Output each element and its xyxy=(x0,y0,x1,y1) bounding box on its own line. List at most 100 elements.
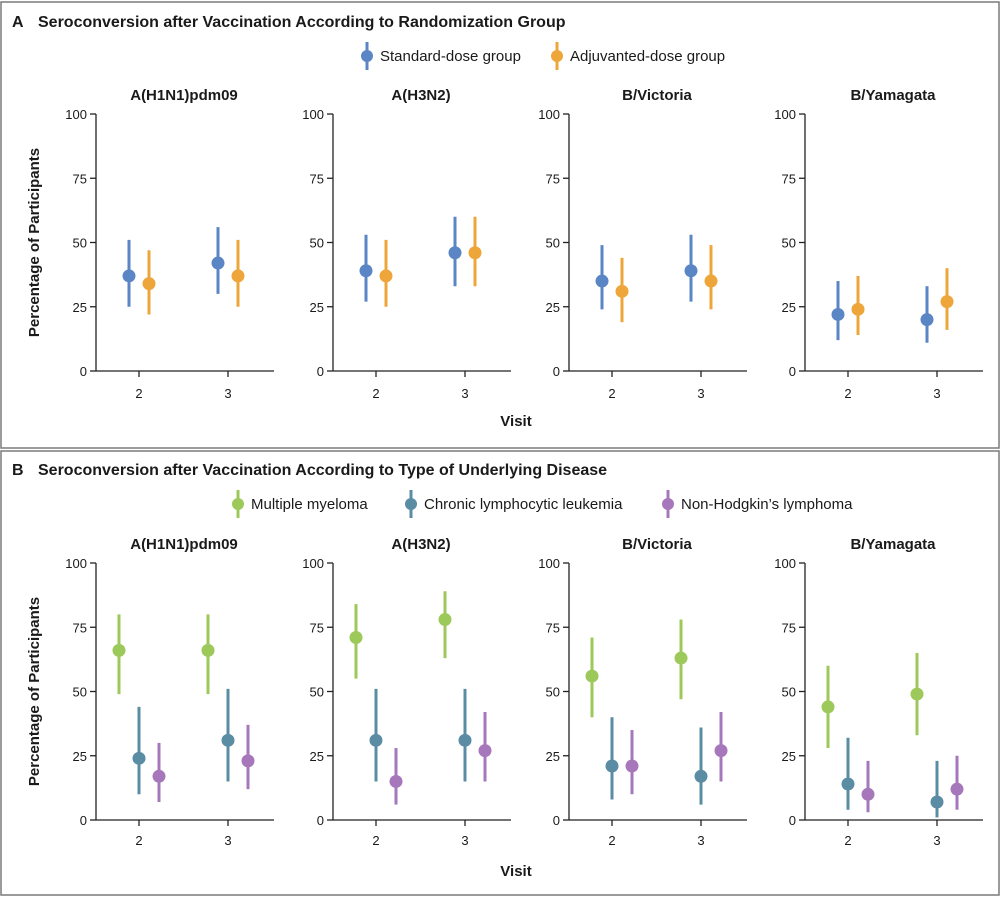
y-tick-label: 25 xyxy=(782,300,796,315)
panel-a-h1n1-pdm09: A(H1N1)pdm09 0 25 50 75 100 2 3 xyxy=(65,87,274,401)
y-tick-label: 25 xyxy=(310,749,324,764)
y-tick-label: 25 xyxy=(73,749,87,764)
figure-title: Seroconversion after Vaccination Accordi… xyxy=(38,14,566,31)
y-tick-label: 25 xyxy=(546,300,560,315)
y-tick-label: 0 xyxy=(80,364,87,379)
section-label: B xyxy=(12,462,24,479)
y-tick-label: 100 xyxy=(538,107,560,122)
data-point-cll xyxy=(605,759,619,773)
data-point-myeloma xyxy=(674,651,688,665)
y-tick-label: 100 xyxy=(538,556,560,571)
x-tick-label: 3 xyxy=(697,386,704,401)
legend-label: Standard-dose group xyxy=(380,48,521,65)
data-point-myeloma xyxy=(349,631,363,645)
data-point-standard xyxy=(920,313,934,327)
data-point-standard xyxy=(684,264,698,278)
panel-title: A(H1N1)pdm09 xyxy=(130,87,238,104)
y-tick-label: 100 xyxy=(302,107,324,122)
data-point-adjuvanted xyxy=(231,269,245,283)
data-point-myeloma xyxy=(910,687,924,701)
data-point-myeloma xyxy=(201,643,215,657)
x-tick-label: 2 xyxy=(135,833,142,848)
legend-item-nhl: Non-Hodgkin’s lymphoma xyxy=(662,490,853,518)
data-point-adjuvanted xyxy=(704,274,718,288)
y-tick-label: 75 xyxy=(546,171,560,186)
figure-frame xyxy=(0,450,1000,896)
data-point-cll xyxy=(930,795,944,809)
y-tick-label: 25 xyxy=(310,300,324,315)
legend-item-cll: Chronic lymphocytic leukemia xyxy=(405,490,623,518)
data-point-cll xyxy=(694,769,708,783)
data-point-nhl xyxy=(241,754,255,768)
data-point-myeloma xyxy=(585,669,599,683)
x-tick-label: 3 xyxy=(933,833,940,848)
y-tick-label: 0 xyxy=(317,364,324,379)
legend-marker-dot xyxy=(361,50,373,62)
data-point-nhl xyxy=(625,759,639,773)
data-point-myeloma xyxy=(438,613,452,627)
figure-a: A Seroconversion after Vaccination Accord… xyxy=(0,1,1000,449)
y-tick-label: 50 xyxy=(782,236,796,251)
panel-title: A(H1N1)pdm09 xyxy=(130,536,238,553)
panel-b-yamagata: B/Yamagata 0 25 50 75 100 2 3 xyxy=(774,87,983,401)
x-tick-label: 2 xyxy=(372,833,379,848)
data-point-nhl xyxy=(861,787,875,801)
y-tick-label: 75 xyxy=(546,620,560,635)
y-tick-label: 0 xyxy=(553,364,560,379)
panel-b-yamagata: B/Yamagata 0 25 50 75 100 2 3 xyxy=(774,536,983,848)
x-tick-label: 3 xyxy=(224,386,231,401)
y-tick-label: 100 xyxy=(65,107,87,122)
y-tick-label: 50 xyxy=(546,236,560,251)
x-tick-label: 2 xyxy=(844,386,851,401)
legend-label: Adjuvanted-dose group xyxy=(570,48,725,65)
data-point-standard xyxy=(359,264,373,278)
y-tick-label: 75 xyxy=(73,171,87,186)
legend-label: Chronic lymphocytic leukemia xyxy=(424,496,623,513)
y-tick-label: 0 xyxy=(80,813,87,828)
legend-marker-dot xyxy=(662,498,674,510)
x-tick-label: 2 xyxy=(135,386,142,401)
data-point-standard xyxy=(595,274,609,288)
data-point-cll xyxy=(841,777,855,791)
y-axis-label: Percentage of Participants xyxy=(26,597,43,786)
x-tick-label: 2 xyxy=(372,386,379,401)
panel-b-victoria: B/Victoria 0 25 50 75 100 2 3 xyxy=(538,536,747,848)
y-tick-label: 75 xyxy=(310,620,324,635)
panel-title: B/Yamagata xyxy=(850,536,936,553)
data-point-nhl xyxy=(714,744,728,758)
data-point-nhl xyxy=(950,782,964,796)
y-tick-label: 75 xyxy=(782,171,796,186)
y-tick-label: 75 xyxy=(310,171,324,186)
data-point-standard xyxy=(448,246,462,260)
figure-title: Seroconversion after Vaccination Accordi… xyxy=(38,462,607,479)
y-tick-label: 75 xyxy=(73,620,87,635)
data-point-nhl xyxy=(152,769,166,783)
data-point-cll xyxy=(221,733,235,747)
data-point-myeloma xyxy=(112,643,126,657)
y-tick-label: 75 xyxy=(782,620,796,635)
legend-label: Non-Hodgkin’s lymphoma xyxy=(681,496,853,513)
data-point-nhl xyxy=(478,744,492,758)
x-tick-label: 3 xyxy=(461,386,468,401)
y-tick-label: 25 xyxy=(73,300,87,315)
y-tick-label: 25 xyxy=(546,749,560,764)
panel-a-h3n2-: A(H3N2) 0 25 50 75 100 2 3 xyxy=(302,87,511,401)
x-tick-label: 2 xyxy=(844,833,851,848)
figure-frame xyxy=(0,1,1000,449)
panel-title: B/Victoria xyxy=(622,536,692,553)
y-tick-label: 50 xyxy=(73,685,87,700)
x-tick-label: 2 xyxy=(608,833,615,848)
y-tick-label: 0 xyxy=(317,813,324,828)
data-point-nhl xyxy=(389,774,403,788)
panel-title: B/Victoria xyxy=(622,87,692,104)
y-tick-label: 50 xyxy=(73,236,87,251)
data-point-adjuvanted xyxy=(940,295,954,309)
legend-marker-dot xyxy=(551,50,563,62)
x-tick-label: 3 xyxy=(224,833,231,848)
legend-item-standard: Standard-dose group xyxy=(361,42,521,70)
panel-a-h1n1-pdm09: A(H1N1)pdm09 0 25 50 75 100 2 3 xyxy=(65,536,274,848)
y-tick-label: 100 xyxy=(65,556,87,571)
figure-b: B Seroconversion after Vaccination Accord… xyxy=(0,450,1000,896)
